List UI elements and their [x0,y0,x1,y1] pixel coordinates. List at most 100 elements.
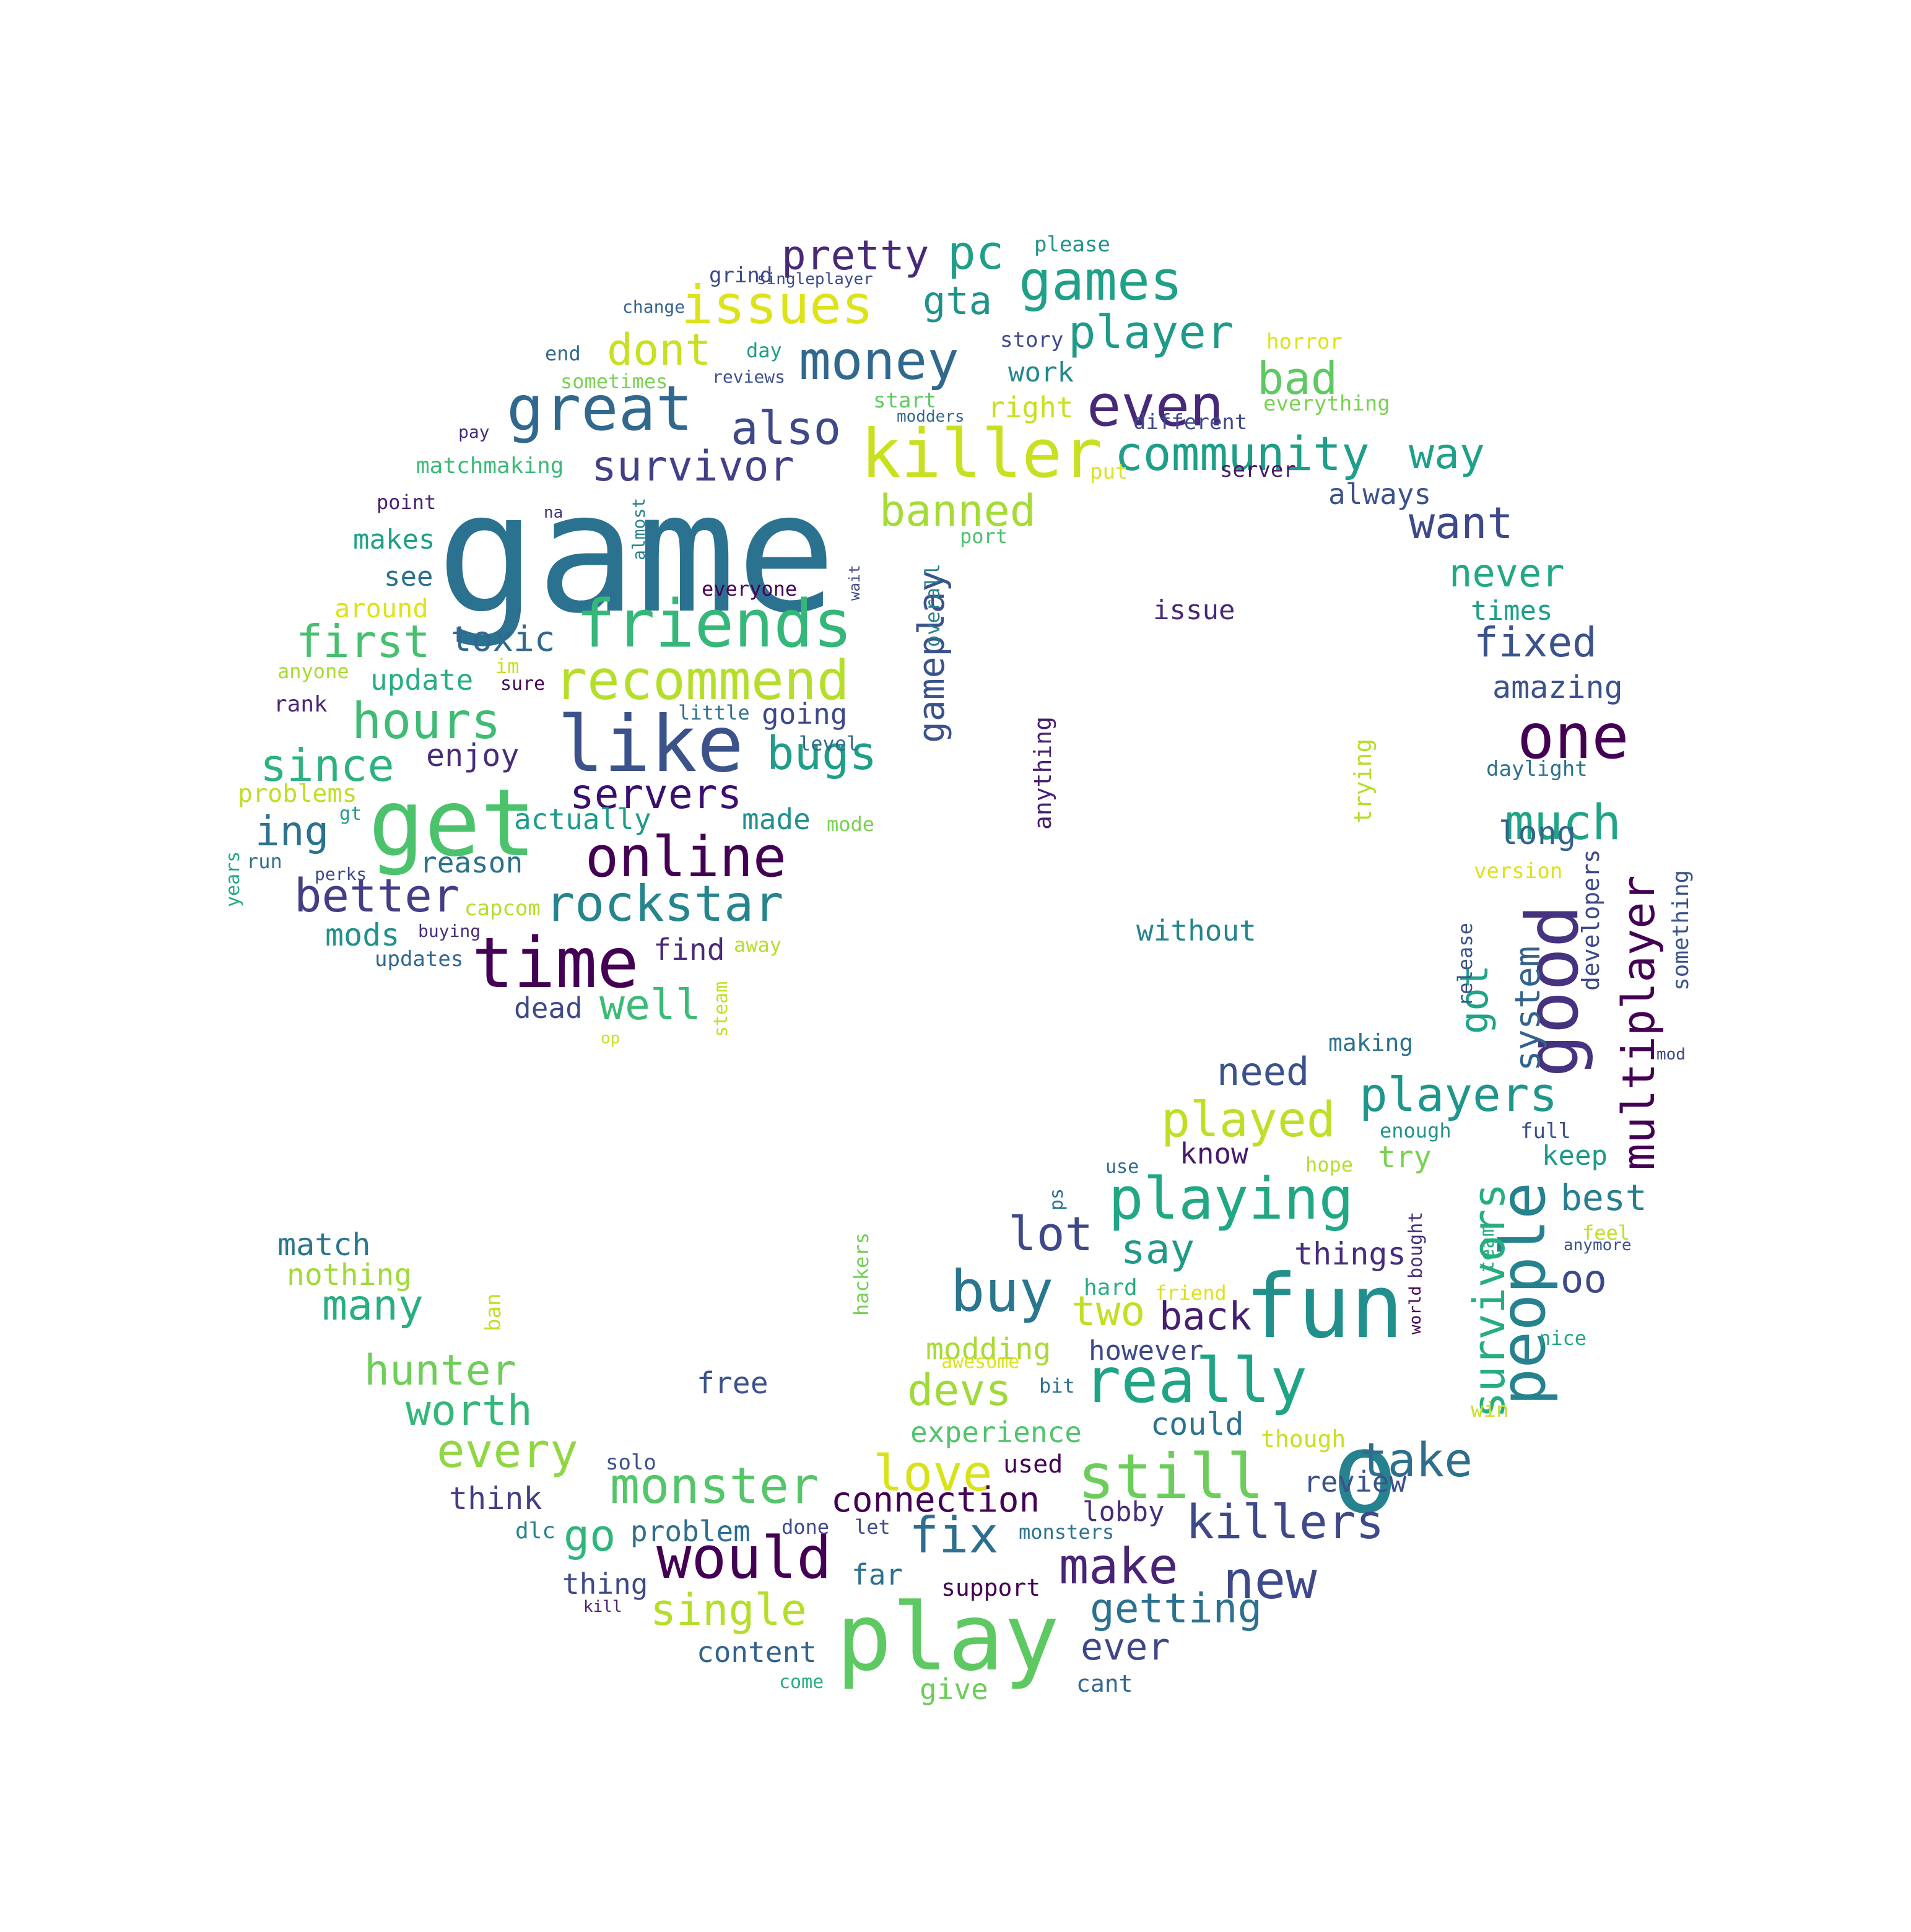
cloud-word-bugs: bugs [767,727,877,780]
cloud-word-put: put [1090,459,1128,484]
cloud-word-anymore: anymore [1564,1236,1632,1255]
cloud-word-start: start [873,388,937,413]
cloud-word-matchmaking: matchmaking [416,453,564,479]
cloud-word-would: would [656,1525,832,1592]
cloud-word-worth: worth [406,1386,533,1435]
cloud-word-online: online [585,825,787,890]
cloud-word-like: like [557,700,744,790]
cloud-word-ing: ing [255,807,329,855]
cloud-word-awesome: awesome [941,1351,1020,1373]
cloud-word-fix: fix [909,1507,999,1564]
cloud-word-new: new [1223,1550,1317,1611]
cloud-word-far: far [851,1558,903,1591]
cloud-word-survivor: survivor [591,442,794,491]
cloud-word-killers: killers [1186,1494,1385,1549]
cloud-word-steam: steam [710,981,732,1037]
cloud-word-way: way [1409,430,1485,479]
cloud-word-times: times [1471,595,1553,627]
cloud-word-since: since [260,739,394,791]
cloud-word-used: used [1003,1450,1063,1479]
cloud-word-support: support [941,1574,1041,1601]
cloud-word-issue: issue [1153,594,1235,626]
cloud-word-played: played [1161,1092,1336,1148]
cloud-word-amazing: amazing [1492,669,1623,705]
cloud-word-years: years [222,851,244,907]
cloud-word-rank: rank [274,692,328,717]
cloud-word-hours: hours [352,692,501,750]
cloud-word-update: update [370,663,474,697]
cloud-word-say: say [1121,1225,1195,1273]
cloud-word-made: made [742,803,811,836]
cloud-word-long: long [1499,815,1577,852]
cloud-word-port: port [960,524,1008,548]
cloud-word-could: could [1151,1406,1244,1442]
cloud-word-toxic: toxic [451,619,555,659]
cloud-word-right: right [988,391,1074,424]
cloud-word-however: however [1089,1335,1204,1367]
cloud-word-everyone: everyone [702,577,798,601]
cloud-word-run: run [246,850,282,873]
cloud-word-wait: wait [846,565,863,601]
cloud-word-monster: monster [610,1457,819,1515]
cloud-word-point: point [377,490,437,514]
cloud-word-connection: connection [831,1480,1040,1520]
cloud-word-money: money [799,330,959,392]
cloud-word-oo: oo [1561,1256,1607,1302]
cloud-word-op: op [601,1029,620,1048]
cloud-word-experience: experience [910,1416,1082,1449]
cloud-word-nothing: nothing [287,1258,412,1292]
cloud-word-im: im [495,655,520,678]
cloud-word-ever: ever [1081,1625,1170,1669]
cloud-word-want: want [1409,498,1513,549]
cloud-word-server: server [1220,458,1296,482]
cloud-word-things: things [1294,1236,1406,1272]
cloud-word-win: win [1471,1398,1509,1422]
cloud-word-play: play [836,1584,1060,1692]
cloud-word-take: take [1359,1432,1473,1487]
cloud-word-ps: ps [1046,1188,1068,1211]
cloud-word-never: never [1449,550,1565,596]
cloud-word-mod: mod [1656,1045,1686,1064]
cloud-word-na: na [544,503,564,522]
cloud-word-friends: friends [576,586,853,662]
cloud-word-anything: anything [1029,716,1056,830]
cloud-word-match: match [277,1227,371,1263]
cloud-word-daylight: daylight [1486,757,1588,781]
cloud-word-little: little [678,701,750,724]
cloud-word-thing: thing [562,1567,648,1601]
cloud-word-ban: ban [481,1293,506,1331]
cloud-word-single: single [650,1585,807,1635]
cloud-word-everything: everything [1263,391,1390,416]
cloud-word-problems: problems [238,780,357,808]
cloud-word-enjoy: enjoy [426,738,520,773]
cloud-word-servers: servers [570,770,742,818]
cloud-word-hackers: hackers [850,1232,873,1316]
cloud-word-kill: kill [583,1598,622,1616]
cloud-word-around: around [334,593,429,624]
cloud-word-free: free [697,1366,768,1401]
cloud-word-system: system [1508,946,1548,1071]
cloud-word-issues: issues [681,274,874,336]
cloud-word-gt: gt [339,803,362,825]
cloud-word-hope: hope [1305,1153,1354,1177]
cloud-word-full: full [1520,1119,1571,1144]
cloud-word-keep: keep [1542,1140,1608,1172]
cloud-word-dead: dead [514,991,583,1025]
cloud-word-think: think [449,1481,542,1516]
cloud-word-capcom: capcom [464,896,541,921]
cloud-word-almost: almost [629,497,649,560]
cloud-word-pc: pc [947,225,1004,280]
cloud-word-actually: actually [514,803,651,836]
cloud-word-go: go [564,1510,616,1561]
cloud-word-use: use [1105,1156,1139,1178]
cloud-word-feel: feel [1582,1221,1630,1245]
cloud-word-fun: fun [1245,1256,1404,1358]
cloud-word-see: see [384,561,433,593]
cloud-word-hard: hard [1084,1275,1138,1300]
cloud-word-best: best [1561,1177,1647,1219]
cloud-word-sometimes: sometimes [560,370,668,393]
cloud-word-problem: problem [630,1515,751,1548]
cloud-word-different: different [1133,410,1248,435]
cloud-word-still: still [1077,1440,1265,1513]
cloud-word-enough: enough [1380,1119,1452,1142]
